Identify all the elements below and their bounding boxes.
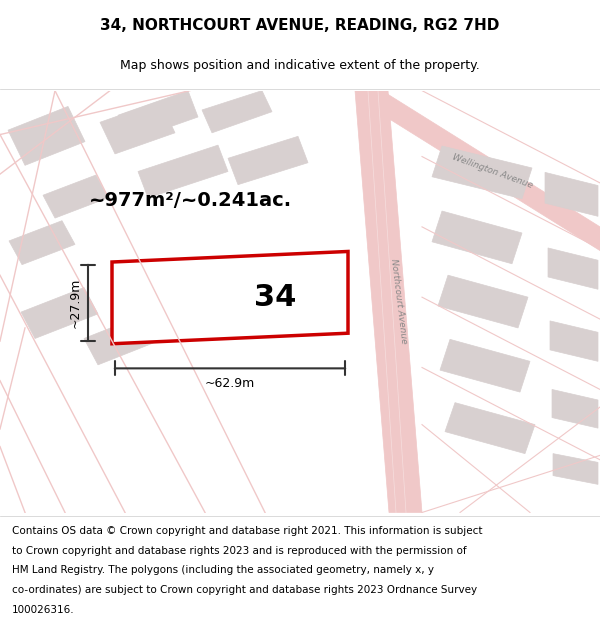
Polygon shape [440, 339, 530, 392]
Polygon shape [432, 211, 522, 264]
Text: ~62.9m: ~62.9m [205, 377, 255, 390]
Polygon shape [202, 91, 272, 132]
Polygon shape [545, 173, 598, 216]
Text: ~27.9m: ~27.9m [68, 278, 82, 328]
Text: co-ordinates) are subject to Crown copyright and database rights 2023 Ordnance S: co-ordinates) are subject to Crown copyr… [12, 585, 477, 595]
Polygon shape [9, 221, 75, 264]
Polygon shape [382, 91, 600, 251]
Polygon shape [445, 402, 535, 454]
Text: Northcourt Avenue: Northcourt Avenue [389, 259, 409, 344]
Polygon shape [118, 91, 198, 142]
Polygon shape [438, 275, 528, 328]
Text: HM Land Registry. The polygons (including the associated geometry, namely x, y: HM Land Registry. The polygons (includin… [12, 566, 434, 576]
Polygon shape [553, 454, 598, 484]
Polygon shape [21, 288, 98, 339]
Text: 100026316.: 100026316. [12, 605, 74, 615]
Polygon shape [112, 251, 348, 344]
Polygon shape [355, 91, 422, 512]
Polygon shape [552, 389, 598, 428]
Polygon shape [228, 136, 308, 184]
Text: Map shows position and indicative extent of the property.: Map shows position and indicative extent… [120, 59, 480, 72]
Text: Contains OS data © Crown copyright and database right 2021. This information is : Contains OS data © Crown copyright and d… [12, 526, 482, 536]
Text: ~977m²/~0.241ac.: ~977m²/~0.241ac. [88, 191, 292, 210]
Polygon shape [8, 106, 85, 166]
Text: 34, NORTHCOURT AVENUE, READING, RG2 7HD: 34, NORTHCOURT AVENUE, READING, RG2 7HD [100, 18, 500, 33]
Polygon shape [548, 248, 598, 289]
Polygon shape [138, 145, 228, 198]
Polygon shape [43, 175, 108, 218]
Polygon shape [550, 321, 598, 361]
Text: 34: 34 [254, 283, 296, 312]
Polygon shape [100, 101, 175, 154]
Text: to Crown copyright and database rights 2023 and is reproduced with the permissio: to Crown copyright and database rights 2… [12, 546, 467, 556]
Text: Wellington Avenue: Wellington Avenue [451, 152, 533, 190]
Polygon shape [432, 146, 532, 199]
Polygon shape [84, 315, 158, 365]
